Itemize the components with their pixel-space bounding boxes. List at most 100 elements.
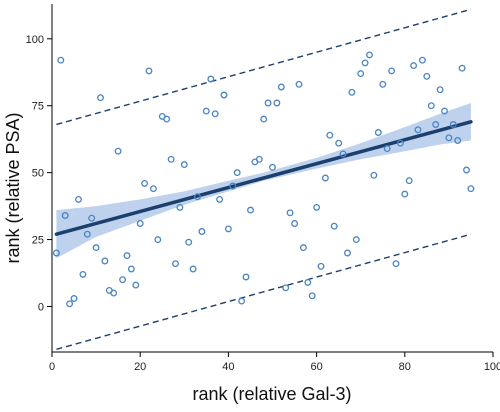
data-point (335, 139, 343, 147)
data-point (339, 150, 347, 158)
data-point (207, 75, 215, 83)
data-point (282, 284, 290, 292)
data-point (401, 190, 409, 198)
data-point (423, 72, 431, 80)
axes: 0 20 40 60 80 100 0 25 50 75 100 (26, 4, 500, 373)
data-point (176, 203, 184, 211)
data-point (92, 244, 100, 252)
data-point (202, 107, 210, 115)
plot-area (52, 8, 475, 350)
data-point (123, 252, 131, 260)
data-point (180, 161, 188, 169)
data-point (132, 281, 140, 289)
data-point (361, 59, 369, 67)
data-point (392, 260, 400, 268)
data-point (216, 195, 224, 203)
x-tick-label: 60 (310, 361, 322, 373)
data-point (308, 292, 316, 300)
x-tick-label: 80 (399, 361, 411, 373)
data-point (467, 185, 475, 193)
data-point (269, 163, 276, 171)
data-point (83, 230, 91, 238)
data-point (57, 56, 65, 64)
lower-prediction-line (56, 233, 472, 350)
data-point (101, 257, 109, 265)
data-point (286, 209, 294, 217)
data-point (149, 185, 157, 193)
data-point (172, 260, 179, 268)
data-point (410, 62, 418, 70)
data-point (238, 297, 246, 305)
x-tick-label: 100 (484, 361, 500, 373)
y-tick-label: 100 (26, 34, 44, 46)
data-point (379, 80, 387, 88)
data-point (224, 225, 232, 233)
upper-prediction-line (56, 8, 472, 126)
data-point (344, 249, 351, 257)
data-point (242, 273, 250, 281)
data-point (273, 99, 281, 107)
data-point (61, 212, 69, 219)
data-point (88, 214, 96, 222)
data-point (291, 220, 299, 227)
data-point (366, 51, 373, 59)
data-point (352, 236, 360, 244)
data-point (145, 67, 153, 75)
data-point (454, 137, 462, 144)
data-point (233, 169, 241, 177)
data-point (321, 174, 329, 182)
data-point (141, 179, 149, 187)
y-tick-label: 50 (32, 168, 44, 180)
data-point (449, 121, 457, 128)
data-point (127, 265, 135, 273)
data-point (163, 115, 171, 123)
data-point (66, 300, 74, 308)
data-point (299, 244, 307, 252)
data-point (79, 270, 87, 278)
x-tick-label: 0 (49, 361, 55, 373)
y-tick-label: 0 (38, 301, 44, 313)
data-point (277, 83, 285, 91)
y-axis-title: rank (relative PSA) (3, 112, 23, 263)
y-tick-label: 75 (32, 101, 44, 113)
data-point (458, 64, 466, 72)
data-point (52, 249, 60, 257)
data-point (326, 131, 334, 139)
data-point (229, 182, 237, 190)
x-axis-title: rank (relative Gal-3) (192, 384, 351, 404)
data-point (295, 80, 303, 88)
y-tick-label: 25 (32, 235, 44, 247)
data-point (348, 88, 356, 96)
data-point (154, 236, 162, 244)
data-point (374, 129, 382, 136)
data-point (427, 102, 435, 110)
data-point (260, 115, 268, 123)
data-point (247, 206, 254, 214)
data-point (194, 193, 201, 201)
data-point (383, 145, 391, 153)
data-point (414, 126, 422, 134)
data-point (70, 295, 78, 302)
data-point (396, 139, 404, 147)
x-tick-label: 20 (134, 361, 146, 373)
data-point (418, 56, 426, 64)
data-point (405, 177, 413, 185)
data-point (136, 220, 144, 227)
data-point (211, 110, 219, 118)
data-point (370, 171, 378, 179)
data-point (357, 70, 365, 78)
data-point (220, 91, 228, 99)
data-point (432, 121, 440, 128)
data-point (119, 276, 127, 284)
data-point (75, 195, 82, 203)
data-point (189, 265, 197, 273)
data-point (255, 155, 263, 163)
data-point (445, 134, 453, 142)
data-point (198, 228, 206, 235)
data-point (436, 86, 444, 94)
data-point (167, 155, 175, 163)
confidence-band (56, 103, 471, 259)
data-point (110, 289, 118, 297)
data-point (317, 262, 325, 270)
